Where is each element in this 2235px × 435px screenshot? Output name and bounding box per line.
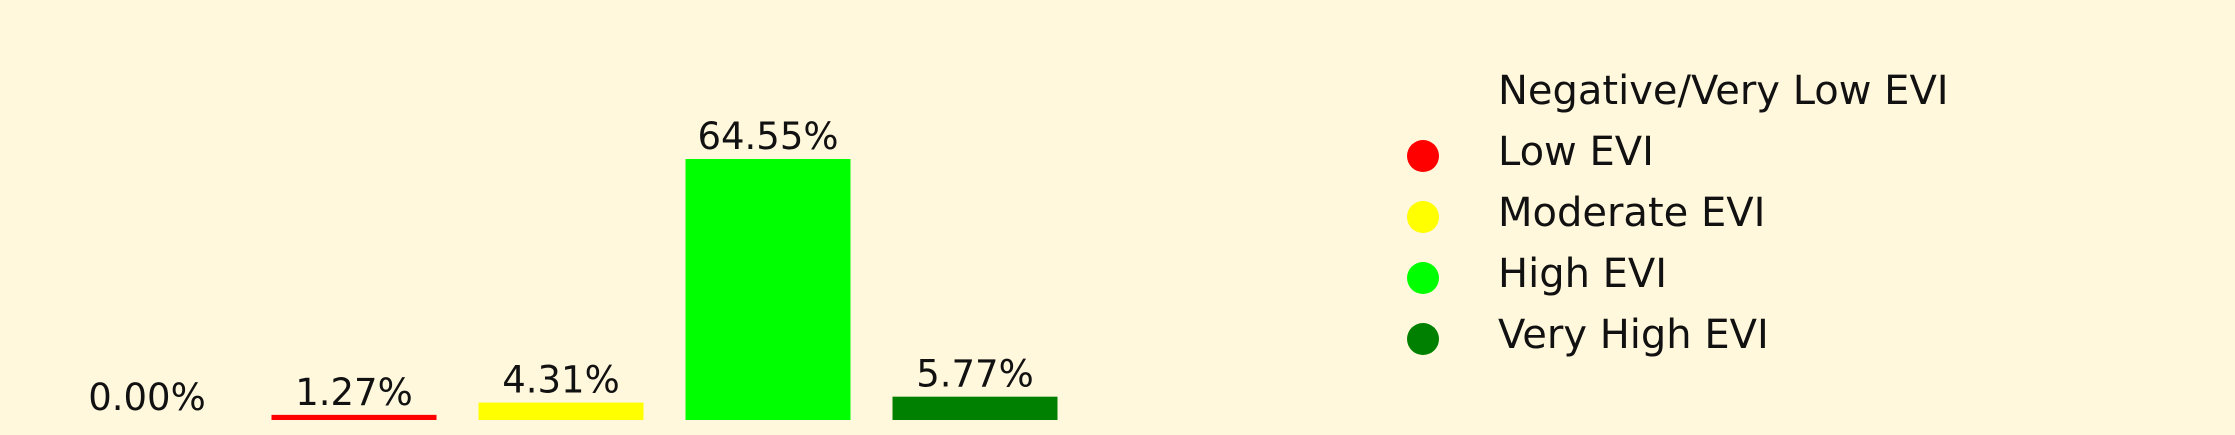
legend-marker-high-evi <box>1407 262 1439 294</box>
bar-value-label: 0.00% <box>88 376 206 419</box>
bar-value-label: 64.55% <box>697 115 838 158</box>
bar-high-evi <box>685 159 851 420</box>
bar-very-high-evi <box>892 396 1058 420</box>
bars-group <box>271 159 1058 420</box>
bar-value-label: 5.77% <box>916 353 1034 396</box>
bar-value-label: 1.27% <box>295 371 413 414</box>
legend: Negative/Very Low EVI Low EVI Moderate EVI… <box>1407 68 1949 358</box>
bar-moderate-evi <box>478 402 644 420</box>
legend-label-negative-very-low-evi: Negative/Very Low EVI <box>1498 68 1949 114</box>
legend-label-low-evi: Low EVI <box>1498 129 1654 175</box>
legend-marker-very-high-evi <box>1407 323 1439 355</box>
bar-labels-group: 0.00% 1.27% 4.31% 64.55% 5.77% <box>88 115 1034 419</box>
legend-marker-low-evi <box>1407 140 1439 172</box>
legend-marker-moderate-evi <box>1407 201 1439 233</box>
bar-value-label: 4.31% <box>502 359 620 402</box>
legend-label-moderate-evi: Moderate EVI <box>1498 190 1765 236</box>
legend-label-very-high-evi: Very High EVI <box>1498 312 1769 358</box>
legend-label-high-evi: High EVI <box>1498 251 1667 297</box>
bar-low-evi <box>271 414 437 420</box>
